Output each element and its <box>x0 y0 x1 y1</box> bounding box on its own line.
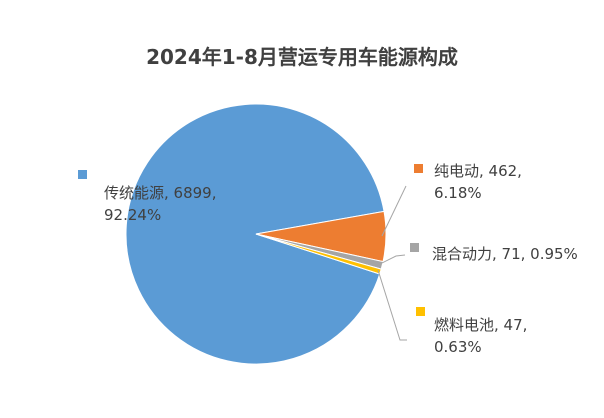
legend-marker <box>78 170 87 179</box>
data-label: 混合动力, 71, 0.95% <box>432 245 578 263</box>
data-label: 纯电动, 462, 6.18% <box>434 162 522 202</box>
legend-marker <box>410 243 419 252</box>
legend-marker <box>414 164 423 173</box>
data-label: 燃料电池, 47, 0.63% <box>434 316 528 356</box>
legend-marker <box>416 307 425 316</box>
pie-slice <box>125 103 385 365</box>
leader-line <box>379 254 406 265</box>
chart-title: 2024年1-8月营运专用车能源构成 <box>146 45 458 69</box>
leader-line <box>377 269 407 341</box>
data-label: 传统能源, 6899, 92.24% <box>104 184 217 224</box>
leader-line <box>381 185 407 237</box>
